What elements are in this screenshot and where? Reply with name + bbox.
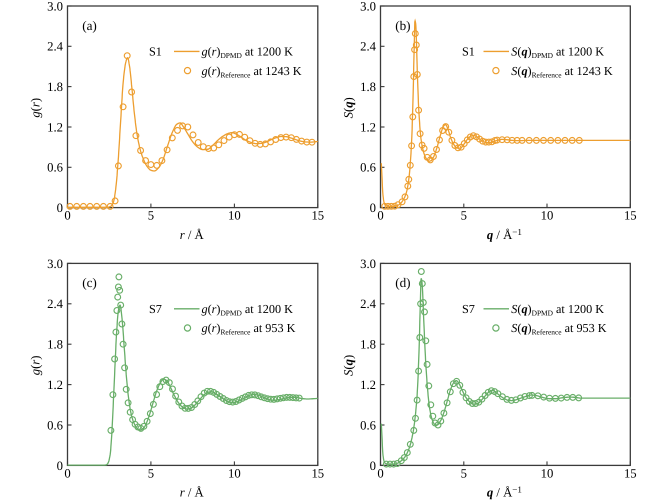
svg-text:S(q)DPMD at 1200 K: S(q)DPMD at 1200 K xyxy=(511,302,604,318)
svg-text:3.0: 3.0 xyxy=(47,0,63,13)
svg-text:5: 5 xyxy=(461,209,467,223)
svg-text:1.2: 1.2 xyxy=(47,120,63,134)
svg-text:1.2: 1.2 xyxy=(47,378,63,392)
svg-text:(c): (c) xyxy=(82,275,97,290)
svg-text:S(q): S(q) xyxy=(341,355,355,376)
svg-text:10: 10 xyxy=(228,209,241,223)
svg-text:15: 15 xyxy=(624,209,637,223)
svg-text:0: 0 xyxy=(377,467,383,481)
svg-text:S(q): S(q) xyxy=(341,97,355,118)
svg-text:15: 15 xyxy=(624,467,637,481)
svg-text:15: 15 xyxy=(311,467,324,481)
svg-text:S1: S1 xyxy=(462,45,475,59)
svg-text:S(q)Reference at 953 K: S(q)Reference at 953 K xyxy=(511,321,606,337)
svg-text:3.0: 3.0 xyxy=(360,0,376,13)
svg-text:(b): (b) xyxy=(395,18,410,33)
svg-text:0: 0 xyxy=(377,209,383,223)
svg-text:1.2: 1.2 xyxy=(360,378,376,392)
svg-text:2.4: 2.4 xyxy=(47,40,64,54)
svg-text:3.0: 3.0 xyxy=(360,257,376,271)
svg-text:1.8: 1.8 xyxy=(47,80,63,94)
svg-text:2.4: 2.4 xyxy=(360,40,377,54)
svg-text:15: 15 xyxy=(311,209,324,223)
svg-text:0.6: 0.6 xyxy=(360,418,376,432)
svg-text:0: 0 xyxy=(64,467,70,481)
svg-text:1.2: 1.2 xyxy=(360,120,376,134)
svg-text:5: 5 xyxy=(461,467,467,481)
svg-text:g(r)DPMD at 1200 K: g(r)DPMD at 1200 K xyxy=(202,45,294,61)
svg-text:10: 10 xyxy=(541,467,554,481)
svg-text:1.8: 1.8 xyxy=(360,80,376,94)
svg-text:g(r)DPMD at 1200 K: g(r)DPMD at 1200 K xyxy=(202,302,294,318)
svg-text:1.8: 1.8 xyxy=(360,338,376,352)
svg-text:S1: S1 xyxy=(149,45,162,59)
svg-text:g(r)Reference at 1243 K: g(r)Reference at 1243 K xyxy=(202,64,302,80)
svg-text:S7: S7 xyxy=(462,302,475,316)
svg-text:0: 0 xyxy=(370,459,376,473)
svg-text:3.0: 3.0 xyxy=(47,257,63,271)
svg-text:r / Å: r / Å xyxy=(180,486,205,500)
svg-text:0.6: 0.6 xyxy=(360,161,376,175)
svg-text:0: 0 xyxy=(64,209,70,223)
svg-text:0.6: 0.6 xyxy=(47,161,63,175)
svg-text:0: 0 xyxy=(57,201,63,215)
svg-text:2.4: 2.4 xyxy=(47,297,64,311)
svg-text:5: 5 xyxy=(148,467,154,481)
svg-text:g(r): g(r) xyxy=(28,356,42,376)
svg-text:(a): (a) xyxy=(82,18,97,33)
svg-text:0: 0 xyxy=(57,459,63,473)
svg-text:S7: S7 xyxy=(149,302,162,316)
svg-text:1.8: 1.8 xyxy=(47,338,63,352)
svg-text:0.6: 0.6 xyxy=(47,418,63,432)
svg-text:(d): (d) xyxy=(395,275,410,290)
svg-text:S(q)Reference at 1243 K: S(q)Reference at 1243 K xyxy=(511,64,613,80)
svg-text:g(r): g(r) xyxy=(28,98,42,118)
svg-text:2.4: 2.4 xyxy=(360,297,377,311)
svg-text:10: 10 xyxy=(541,209,554,223)
svg-text:r / Å: r / Å xyxy=(180,228,205,242)
svg-text:5: 5 xyxy=(148,209,154,223)
svg-text:0: 0 xyxy=(370,201,376,215)
svg-text:S(q)DPMD at 1200 K: S(q)DPMD at 1200 K xyxy=(511,45,604,61)
svg-text:10: 10 xyxy=(228,467,241,481)
